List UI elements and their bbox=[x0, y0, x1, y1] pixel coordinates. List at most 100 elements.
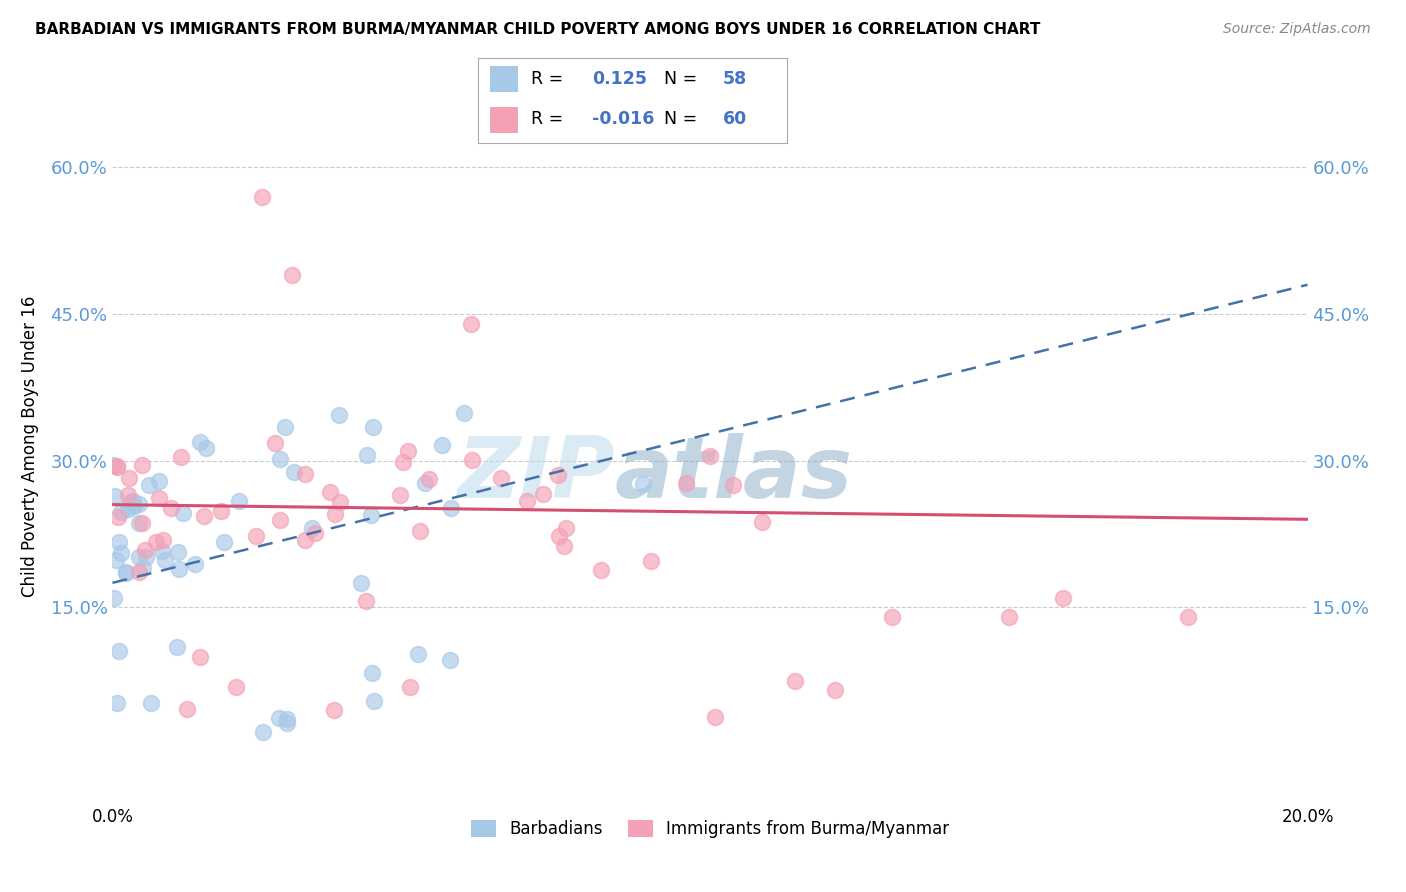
Point bbox=[138, 477, 160, 491]
Text: 58: 58 bbox=[723, 70, 747, 88]
Point bbox=[150, 543, 173, 558]
Point bbox=[107, 510, 129, 524]
Y-axis label: Child Poverty Among Boys Under 16: Child Poverty Among Boys Under 16 bbox=[21, 295, 39, 597]
FancyBboxPatch shape bbox=[491, 107, 519, 133]
Point bbox=[553, 539, 575, 553]
Point bbox=[153, 553, 176, 567]
Point bbox=[105, 460, 128, 475]
Text: ZIP: ZIP bbox=[457, 433, 614, 516]
Point bbox=[193, 509, 215, 524]
Point bbox=[267, 711, 290, 725]
Text: 0.125: 0.125 bbox=[592, 70, 648, 88]
Point bbox=[194, 441, 217, 455]
Point bbox=[117, 502, 139, 516]
Point bbox=[398, 680, 420, 694]
Point bbox=[131, 516, 153, 530]
Text: R =: R = bbox=[530, 110, 568, 128]
Point bbox=[294, 467, 316, 482]
Point bbox=[121, 499, 143, 513]
Point bbox=[460, 317, 482, 331]
Point bbox=[699, 449, 721, 463]
Point bbox=[1052, 591, 1074, 606]
Point bbox=[121, 494, 143, 508]
Text: -0.016: -0.016 bbox=[592, 110, 655, 128]
Point bbox=[276, 715, 298, 730]
Point bbox=[824, 683, 846, 698]
Point bbox=[166, 640, 188, 654]
Point bbox=[128, 497, 150, 511]
FancyBboxPatch shape bbox=[491, 67, 519, 92]
Text: N =: N = bbox=[664, 110, 703, 128]
Point bbox=[640, 554, 662, 568]
Point bbox=[304, 525, 326, 540]
Point bbox=[555, 521, 578, 535]
Point bbox=[128, 550, 150, 565]
Point bbox=[103, 591, 125, 606]
Point bbox=[882, 610, 904, 624]
Point bbox=[122, 500, 145, 514]
Text: atlas: atlas bbox=[614, 433, 852, 516]
Text: BARBADIAN VS IMMIGRANTS FROM BURMA/MYANMAR CHILD POVERTY AMONG BOYS UNDER 16 COR: BARBADIAN VS IMMIGRANTS FROM BURMA/MYANM… bbox=[35, 22, 1040, 37]
Point bbox=[274, 419, 297, 434]
Point bbox=[751, 515, 773, 529]
Point bbox=[408, 524, 430, 538]
Point bbox=[263, 436, 285, 450]
Point bbox=[360, 508, 382, 522]
Point bbox=[328, 409, 350, 423]
Point bbox=[225, 680, 247, 694]
Point bbox=[283, 465, 305, 479]
Point bbox=[547, 467, 569, 482]
Point bbox=[392, 455, 415, 469]
Point bbox=[589, 563, 612, 577]
Point bbox=[1177, 610, 1199, 624]
Point bbox=[439, 653, 461, 667]
Point bbox=[105, 458, 128, 473]
Point bbox=[105, 697, 128, 711]
Point bbox=[413, 476, 436, 491]
Point bbox=[148, 474, 170, 488]
Point bbox=[252, 725, 274, 739]
Point bbox=[169, 562, 191, 576]
Point bbox=[209, 504, 232, 518]
Point bbox=[152, 533, 174, 547]
Point bbox=[170, 450, 193, 464]
Point bbox=[703, 710, 725, 724]
Point bbox=[350, 575, 373, 590]
Point bbox=[228, 494, 250, 508]
Point bbox=[128, 565, 150, 579]
Point bbox=[322, 703, 344, 717]
Text: R =: R = bbox=[530, 70, 568, 88]
Point bbox=[783, 674, 806, 689]
Point bbox=[675, 475, 697, 490]
Text: Source: ZipAtlas.com: Source: ZipAtlas.com bbox=[1223, 22, 1371, 37]
Point bbox=[132, 561, 155, 575]
Point bbox=[104, 489, 127, 503]
Point bbox=[721, 477, 744, 491]
Point bbox=[148, 491, 170, 505]
Point bbox=[361, 665, 384, 680]
Point bbox=[176, 701, 198, 715]
Point bbox=[323, 507, 346, 521]
Point bbox=[396, 444, 419, 458]
Point bbox=[141, 696, 163, 710]
Point bbox=[461, 453, 484, 467]
Point bbox=[188, 434, 211, 449]
Point bbox=[301, 521, 323, 535]
Point bbox=[319, 484, 342, 499]
Point bbox=[110, 505, 132, 519]
Point bbox=[188, 650, 211, 665]
Point bbox=[120, 495, 142, 509]
Point bbox=[430, 438, 453, 452]
Point bbox=[294, 533, 316, 548]
Point bbox=[135, 550, 157, 565]
Point bbox=[418, 471, 440, 485]
Point bbox=[440, 500, 463, 515]
Point bbox=[166, 545, 188, 559]
Point bbox=[406, 648, 429, 662]
Point bbox=[548, 529, 571, 543]
Point bbox=[145, 534, 167, 549]
Point bbox=[128, 516, 150, 531]
Point bbox=[356, 448, 378, 462]
Point bbox=[276, 712, 298, 726]
Point bbox=[250, 190, 273, 204]
